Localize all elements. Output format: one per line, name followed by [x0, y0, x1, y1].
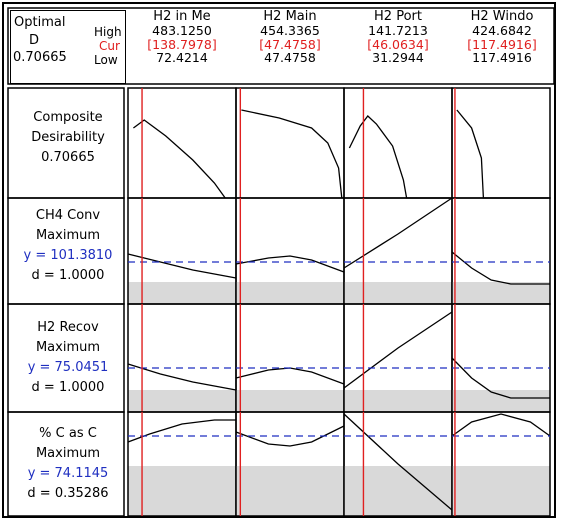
high-label: High	[94, 25, 122, 39]
factor-header-h2-windo: H2 Windo 424.6842 [117.4916] 117.4916	[448, 10, 556, 84]
response-trace-curve	[451, 357, 550, 399]
cur-label: Cur	[99, 39, 120, 53]
response-trace-curve	[127, 253, 237, 279]
response-trace-curve	[235, 425, 345, 447]
row-label-line1: CH4 Conv	[35, 208, 101, 223]
factor-current: [46.0634]	[367, 36, 429, 52]
composite-d-value: 0.70665	[13, 50, 67, 65]
factor-header-h2-main: H2 Main 454.3365 [47.4758] 47.4758	[236, 10, 344, 84]
undesirable-region	[236, 466, 344, 516]
undesirable-region	[452, 390, 550, 412]
trace-panel	[451, 411, 551, 517]
factor-high: 483.1250	[152, 23, 212, 38]
factor-low: 72.4214	[156, 50, 208, 65]
factor-low: 117.4916	[472, 50, 532, 65]
trace-panel	[451, 87, 551, 199]
undesirable-region	[344, 390, 452, 412]
row-label-line2: Maximum	[35, 228, 101, 243]
undesirable-region	[236, 390, 344, 412]
response-trace-curve	[127, 419, 236, 443]
factor-high: 454.3365	[260, 23, 320, 38]
undesirable-region	[344, 466, 452, 516]
response-trace-curve	[451, 251, 550, 285]
factor-header-h2-in-me: H2 in Me 483.1250 [138.7978] 72.4214	[128, 10, 236, 84]
response-d-value: d = 1.0000	[31, 380, 105, 395]
response-trace-curve	[235, 367, 345, 385]
response-trace-curve	[451, 413, 551, 437]
factor-name: H2 in Me	[153, 9, 211, 24]
row-label-line3: 0.70665	[41, 150, 95, 165]
undesirable-region	[128, 390, 236, 412]
response-trace-curve	[343, 311, 453, 389]
row-label-line1: H2 Recov	[37, 320, 99, 335]
factor-name: H2 Windo	[470, 9, 534, 24]
response-d-value: d = 1.0000	[31, 268, 105, 283]
response-trace-curve	[348, 115, 450, 199]
undesirable-region	[128, 466, 236, 516]
response-trace-curve	[456, 109, 548, 199]
response-y-value: y = 101.3810	[23, 248, 113, 263]
trace-panel	[127, 87, 237, 199]
row-label-ch4-conv: CH4 Conv Maximum y = 101.3810 d = 1.0000	[10, 206, 126, 286]
row-label-box	[7, 197, 125, 305]
optimal-label: Optimal	[14, 15, 66, 30]
factor-current: [47.4758]	[259, 36, 321, 52]
row-label-line1: Composite	[33, 110, 103, 125]
row-label-composite: Composite Desirability 0.70665	[10, 108, 126, 168]
row-label-box	[7, 411, 125, 517]
factor-name: H2 Main	[263, 9, 317, 24]
row-label-line2: Desirability	[31, 130, 105, 145]
undesirable-region	[452, 282, 550, 304]
response-y-value: y = 74.1145	[27, 466, 109, 481]
factor-name: H2 Port	[374, 9, 422, 24]
response-trace-curve	[241, 109, 343, 199]
header-panel	[7, 7, 555, 85]
row-label-box	[7, 303, 125, 413]
response-d-value: d = 0.35286	[27, 486, 109, 501]
undesirable-region	[452, 466, 550, 516]
row-label-line2: Maximum	[35, 340, 101, 355]
factor-current: [117.4916]	[467, 36, 537, 52]
row-label-line1: % C as C	[39, 426, 97, 441]
factor-current: [138.7978]	[147, 36, 217, 52]
response-trace-curve	[235, 255, 345, 273]
response-y-value: y = 75.0451	[27, 360, 109, 375]
row-label-line2: Maximum	[35, 446, 101, 461]
row-label-box	[7, 87, 125, 199]
undesirable-region	[344, 282, 452, 304]
trace-panel	[343, 87, 453, 199]
factor-low: 31.2944	[372, 50, 424, 65]
undesirable-region	[128, 282, 236, 304]
factor-header-h2-port: H2 Port 141.7213 [46.0634] 31.2944	[344, 10, 452, 84]
row-label-c-as-c: % C as C Maximum y = 74.1145 d = 0.35286	[10, 424, 126, 504]
response-trace-curve	[343, 413, 453, 511]
factor-high: 424.6842	[472, 23, 532, 38]
undesirable-region	[236, 282, 344, 304]
row-label-h2-recov: H2 Recov Maximum y = 75.0451 d = 1.0000	[10, 318, 126, 398]
factor-high: 141.7213	[368, 23, 428, 38]
d-label: D	[29, 33, 40, 48]
response-trace-curve	[343, 197, 453, 269]
response-trace-curve	[127, 363, 237, 391]
factor-low: 47.4758	[264, 50, 316, 65]
low-label: Low	[94, 53, 118, 67]
response-trace-curve	[133, 119, 226, 199]
